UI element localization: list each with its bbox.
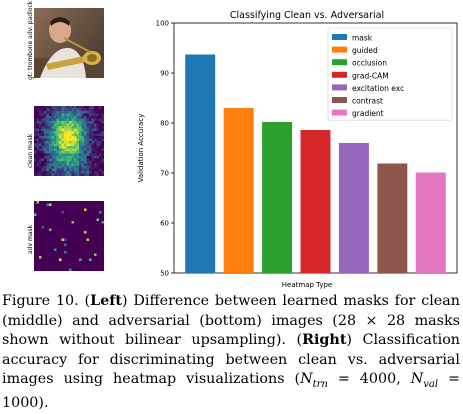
y-tick-label: 90 — [160, 70, 169, 78]
legend-box — [327, 27, 453, 121]
legend-label: guided — [352, 46, 378, 55]
bar-contrast — [377, 163, 408, 273]
legend-swatch — [332, 97, 347, 103]
y-tick-label: 60 — [160, 220, 169, 228]
legend-label: mask — [352, 34, 373, 43]
chart-legend: mask guided occlusion grad-CAM excitation ex… — [327, 27, 453, 121]
trombone-photo — [34, 8, 104, 78]
top-image-label: gt: trombone adv: padlock — [27, 0, 34, 80]
chart-title: Classifying Clean vs. Adversarial — [230, 10, 384, 21]
caption-figure-label: Figure 10. — [2, 293, 79, 309]
legend-label: grad-CAM — [352, 71, 389, 80]
caption-nval-symbol: N — [410, 371, 424, 387]
legend-label: occlusion — [352, 59, 387, 68]
legend-swatch — [332, 34, 347, 40]
legend-label: gradient — [352, 109, 384, 118]
chart-xlabel: Heatmap Type — [282, 281, 332, 289]
caption-ntrn-value: = 4000, — [327, 371, 411, 387]
caption-ntrn-sub: trn — [312, 378, 328, 390]
figure-caption: Figure 10. (Left) Difference between lea… — [2, 293, 461, 412]
y-tick-label: 100 — [156, 20, 169, 28]
chart-ylabel: Validation Accuracy — [137, 114, 145, 183]
y-tick-label: 70 — [160, 170, 169, 178]
caption-left-label: Left — [90, 293, 123, 309]
left-panel: gt: trombone adv: padlock clean mask adv… — [0, 0, 130, 285]
y-tick-label: 80 — [160, 120, 169, 128]
legend-label: excitation exc — [352, 84, 404, 93]
legend-swatch — [332, 84, 347, 91]
caption-text-1: Difference between learned masks for cle… — [2, 293, 460, 348]
legend-swatch — [332, 109, 347, 116]
legend-swatch — [332, 71, 347, 78]
legend-swatch — [332, 59, 347, 66]
legend-swatch — [332, 46, 347, 53]
y-tick-label: 50 — [160, 270, 169, 278]
clean-mask-image — [34, 106, 104, 176]
bottom-image-label: adv mask — [27, 224, 34, 254]
bar-mask — [185, 54, 216, 273]
chart-axes: 50 60 70 80 90 100 — [156, 20, 458, 278]
chart-bars — [185, 54, 446, 273]
caption-nval-sub: val — [423, 378, 439, 390]
bar-occlusion — [262, 122, 293, 273]
middle-image-label: clean mask — [27, 133, 34, 168]
bar-excitation-exc — [338, 143, 369, 273]
bar-chart: Classifying Clean vs. Adversarial Valida… — [130, 0, 463, 292]
chart-svg: Classifying Clean vs. Adversarial Valida… — [137, 10, 458, 289]
caption-text-2: Classification accuracy for discriminati… — [2, 332, 461, 387]
legend-label: contrast — [352, 97, 383, 106]
bar-guided — [223, 108, 254, 273]
caption-right-label: Right — [302, 332, 347, 348]
caption-ntrn-symbol: N — [300, 371, 313, 387]
bar-grad-cam — [300, 130, 331, 273]
bar-gradient — [415, 172, 446, 273]
adv-mask-image — [34, 201, 104, 271]
